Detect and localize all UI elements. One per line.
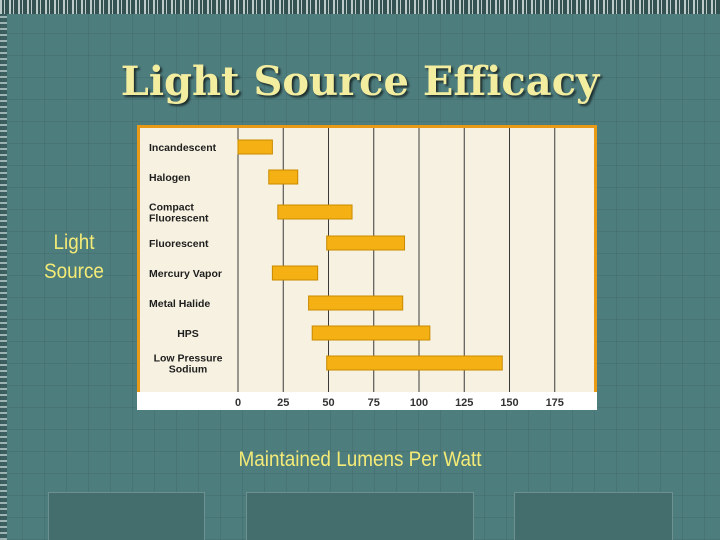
decorative-top-strip [0, 0, 720, 14]
x-tick-label: 50 [322, 397, 334, 409]
footer-block-middle [246, 492, 474, 540]
bar [268, 169, 299, 185]
x-tick-label: 0 [235, 397, 241, 409]
x-axis-label: Maintained Lumens Per Watt [238, 448, 482, 471]
category-label: Compact [149, 202, 194, 214]
bars [237, 139, 503, 371]
footer-block-left [48, 492, 205, 540]
x-tick-label: 100 [410, 397, 428, 409]
bar [237, 139, 273, 155]
x-tick-label: 125 [455, 397, 473, 409]
x-tick-label: 75 [368, 397, 380, 409]
category-label: Halogen [149, 172, 190, 184]
slide-title: Light Source Efficacy [120, 58, 600, 105]
light-source-label: Light Source [44, 231, 104, 283]
category-label: HPS [177, 328, 199, 340]
bar [311, 325, 431, 341]
category-label: Mercury Vapor [149, 268, 222, 280]
category-labels: IncandescentHalogenCompactFluorescentFlu… [149, 142, 223, 376]
bar [277, 204, 353, 220]
bar [326, 235, 406, 251]
x-tick-labels: 0 25 50 75 100 125 150 175 [235, 397, 564, 409]
bar [308, 295, 404, 311]
category-label: Metal Halide [149, 298, 210, 310]
x-tick-label: 25 [277, 397, 289, 409]
tick-label-strip [137, 392, 597, 410]
category-label: Low Pressure [154, 353, 223, 365]
footer-block-right [514, 492, 673, 540]
grid-lines [237, 128, 556, 392]
category-label: Incandescent [149, 142, 217, 154]
x-tick-label: 175 [546, 397, 564, 409]
plot-background [140, 128, 594, 392]
bar [326, 355, 503, 371]
decorative-side-strip [0, 14, 7, 540]
category-label: Fluorescent [149, 213, 209, 225]
x-tick-label: 150 [500, 397, 518, 409]
category-label: Fluorescent [149, 238, 209, 250]
bar [271, 265, 319, 281]
category-label: Sodium [169, 364, 208, 376]
